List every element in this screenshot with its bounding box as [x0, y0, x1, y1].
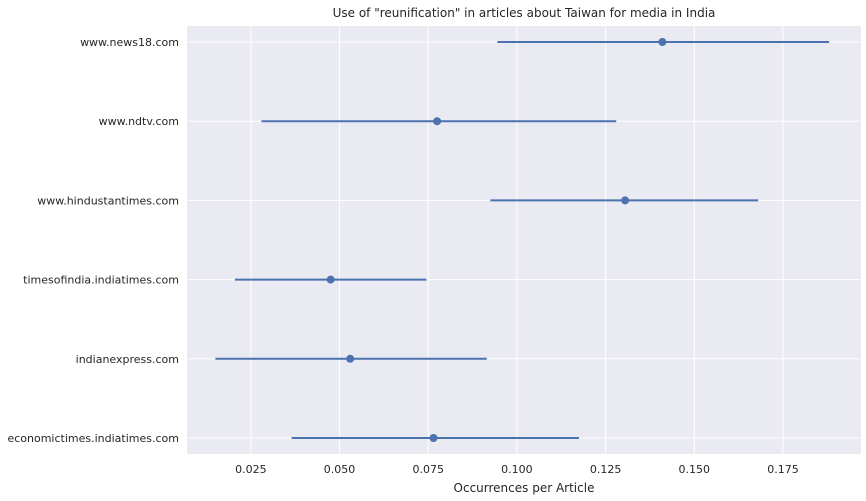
- x-tick-label: 0.100: [501, 463, 533, 476]
- data-point: [429, 434, 438, 442]
- y-tick-label: timesofindia.indiatimes.com: [23, 274, 179, 287]
- x-tick-label: 0.025: [235, 463, 267, 476]
- x-tick-label: 0.125: [590, 463, 622, 476]
- y-tick-label: indianexpress.com: [76, 353, 179, 366]
- x-axis-ticks: 0.025 0.050 0.075 0.100 0.125 0.150 0.175: [235, 463, 799, 476]
- x-tick-label: 0.075: [412, 463, 444, 476]
- x-tick-label: 0.050: [324, 463, 356, 476]
- plot-area: [187, 26, 861, 454]
- x-tick-label: 0.175: [767, 463, 799, 476]
- y-tick-label: www.news18.com: [80, 36, 179, 49]
- error-bars: [215, 38, 830, 442]
- data-point: [346, 354, 355, 363]
- data-point: [326, 275, 335, 284]
- y-axis-ticks: www.news18.com www.ndtv.com www.hindustant…: [7, 36, 179, 445]
- data-point: [658, 38, 667, 46]
- chart-title: Use of "reunification" in articles about…: [333, 6, 716, 20]
- y-tick-label: economictimes.indiatimes.com: [7, 432, 179, 445]
- y-tick-label: www.hindustantimes.com: [37, 194, 179, 207]
- x-axis-label: Occurrences per Article: [454, 481, 595, 495]
- data-point: [433, 117, 442, 126]
- x-tick-label: 0.150: [679, 463, 711, 476]
- data-point: [621, 196, 630, 205]
- y-tick-label: www.ndtv.com: [99, 115, 179, 128]
